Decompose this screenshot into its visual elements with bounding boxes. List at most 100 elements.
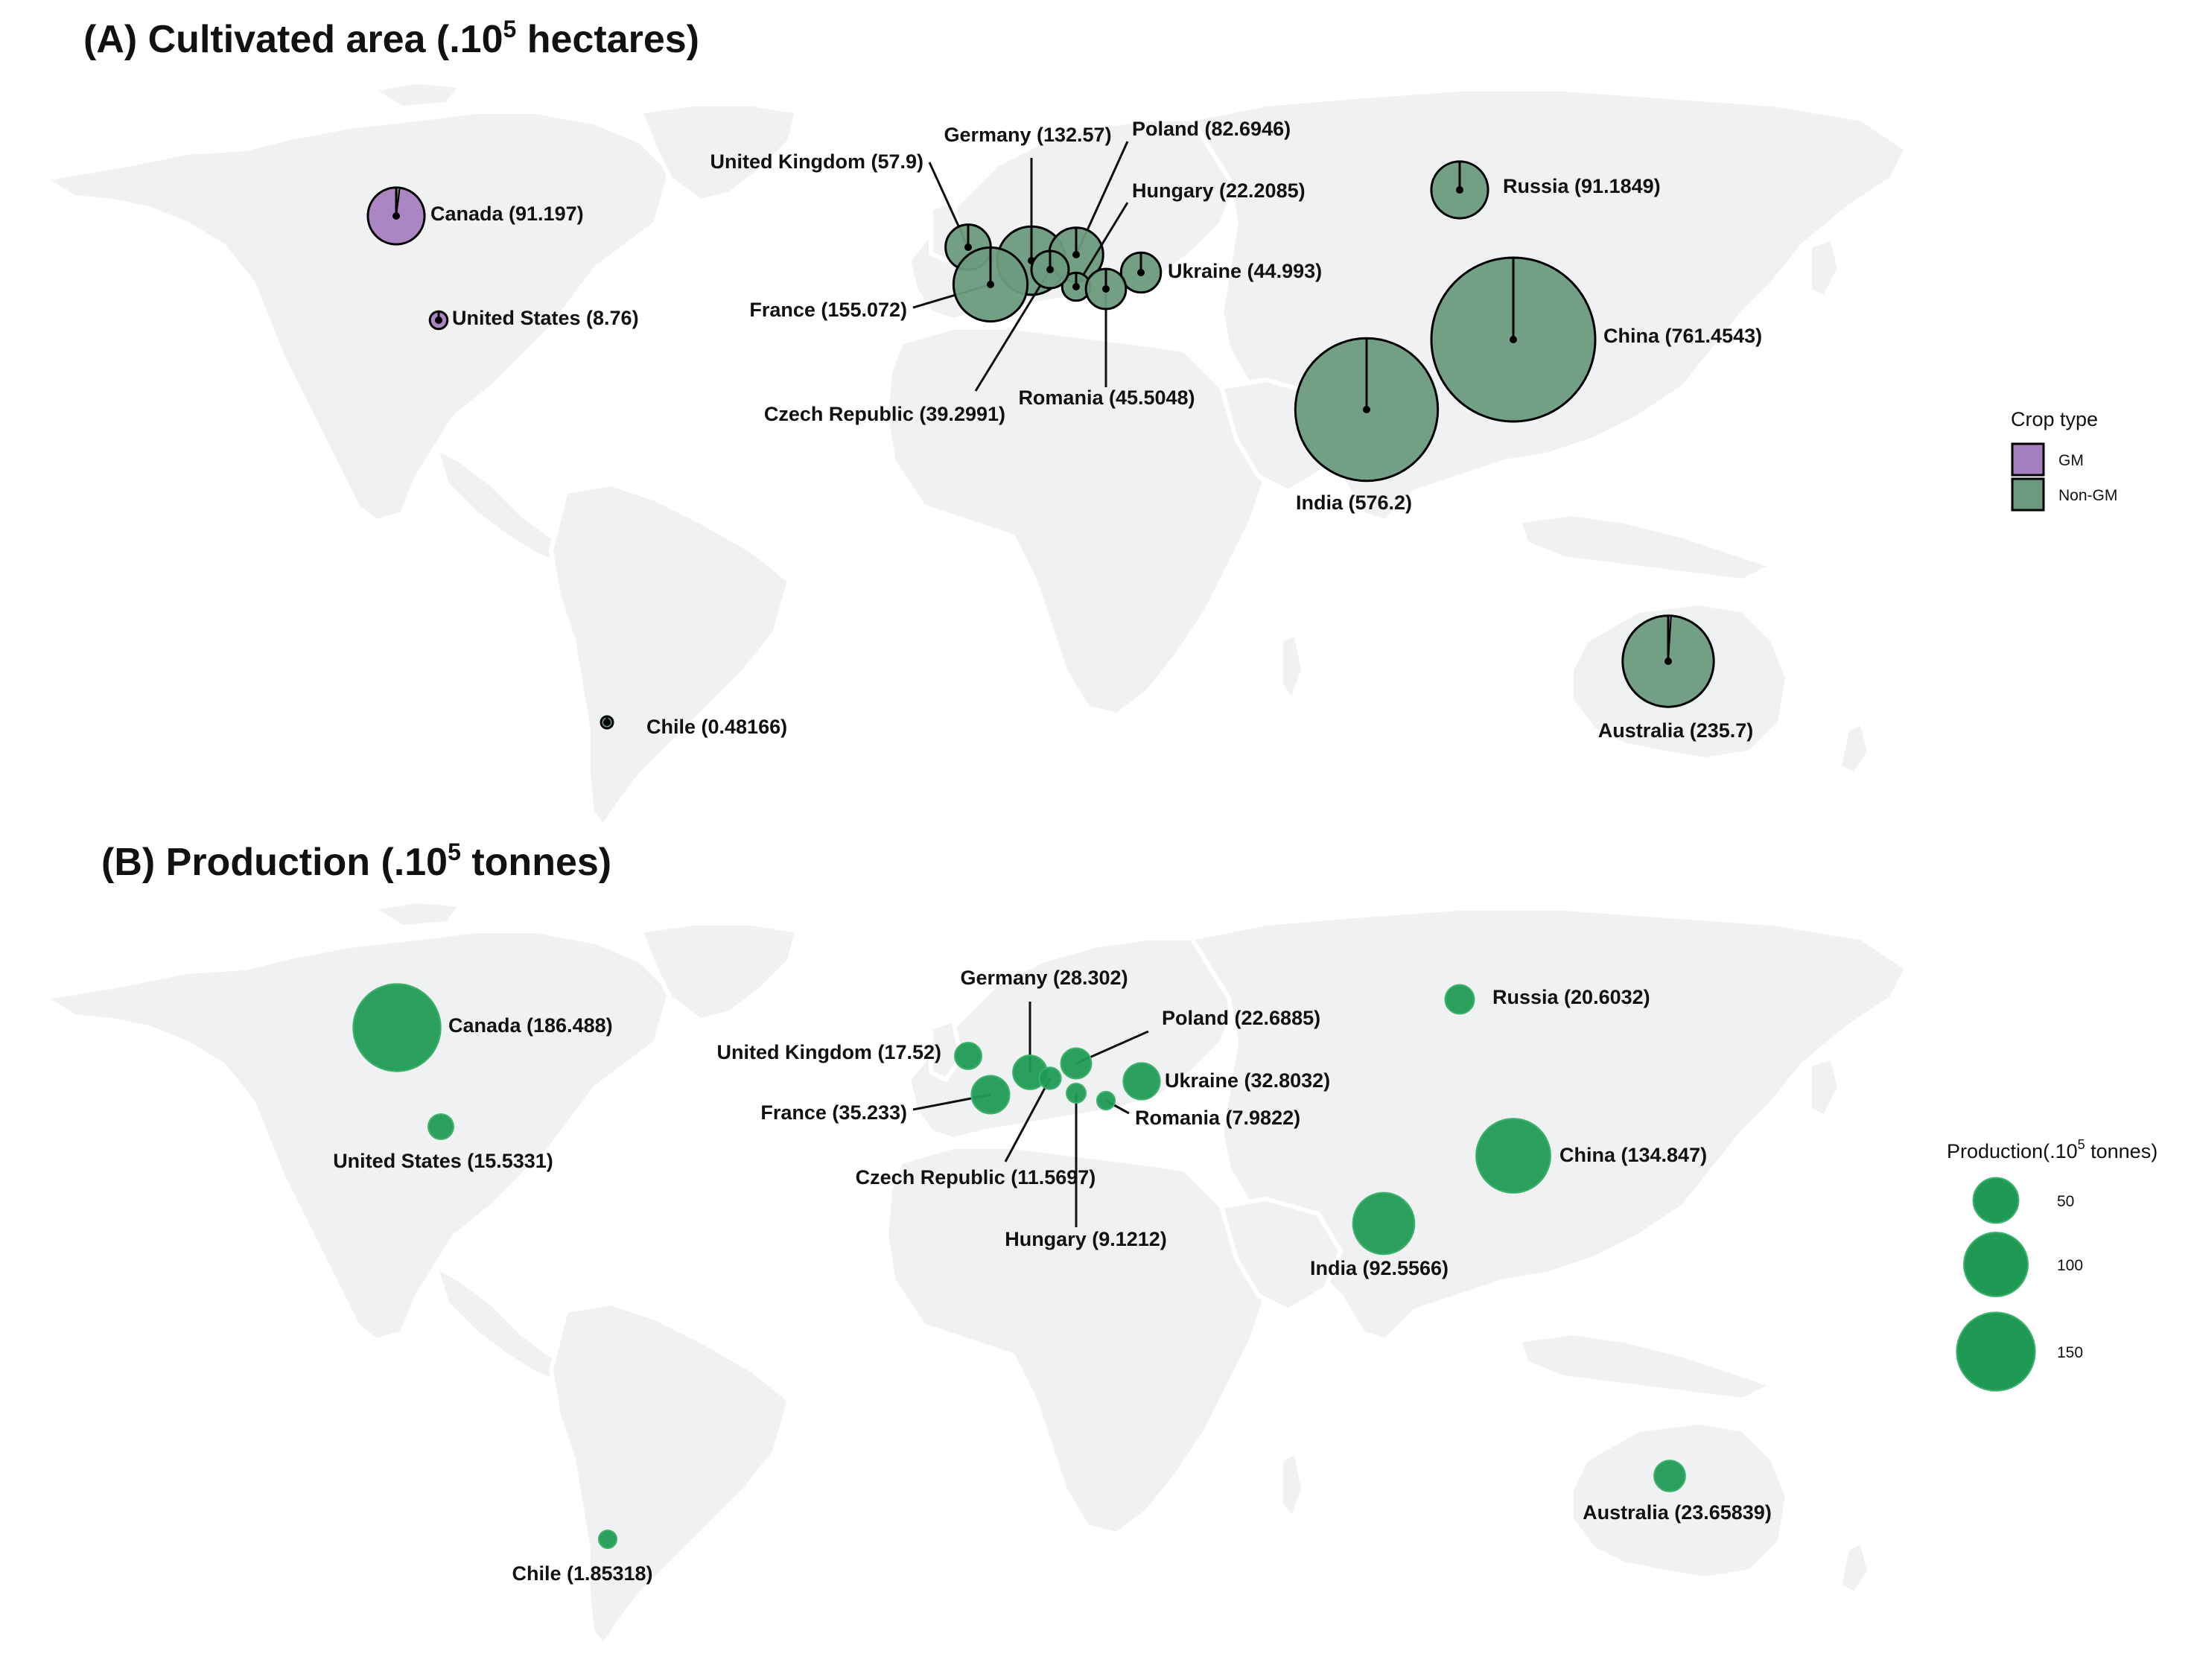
label-ukraine: Ukraine (44.993) — [1168, 260, 1322, 282]
pie-center-india — [1363, 406, 1370, 413]
bubble-circle-chile — [598, 1530, 617, 1549]
label-united-states: United States (8.76) — [452, 307, 639, 329]
legend-production-circle — [1956, 1311, 2036, 1392]
land-mass — [1219, 1197, 1343, 1313]
label-hungary: Hungary (22.2085) — [1132, 179, 1306, 202]
pie-united-kingdom: United Kingdom (57.9) — [710, 150, 992, 271]
legend-production-circle — [1963, 1232, 2029, 1297]
legend-production-label: 100 — [2057, 1257, 2083, 1274]
label-united-kingdom: United Kingdom (57.9) — [710, 150, 923, 173]
leader-line-hungary — [1075, 202, 1129, 287]
bubble-poland: Poland (22.6885) — [1060, 1007, 1320, 1080]
pie-canada: Canada (91.197) — [366, 186, 584, 246]
pie-center-canada — [392, 212, 400, 220]
pie-center-united-states — [435, 316, 442, 324]
bubble-circle-romania — [1096, 1090, 1116, 1111]
bubble-circle-india — [1352, 1191, 1416, 1256]
label-china: China (761.4543) — [1603, 325, 1762, 347]
land-mass — [370, 899, 464, 929]
land-mass — [638, 921, 799, 1022]
pie-india: India (576.2) — [1294, 337, 1440, 514]
bubble-circle-czech-republic — [1038, 1066, 1062, 1090]
bubble-united-states: United States (15.5331) — [333, 1113, 553, 1172]
land-mass — [42, 109, 672, 524]
bubble-czech-republic: Czech Republic (11.5697) — [856, 1066, 1096, 1189]
pie-france: France (155.072) — [749, 246, 1029, 323]
bubble-india: India (92.5566) — [1310, 1191, 1449, 1279]
bubble-circle-russia — [1444, 984, 1475, 1015]
label-b-hungary: Hungary (9.1212) — [1005, 1228, 1167, 1250]
label-b-chile: Chile (1.85318) — [512, 1562, 652, 1585]
pie-australia: Australia (235.7) — [1598, 614, 1754, 742]
legend-production-circle — [1972, 1177, 2020, 1224]
pie-center-china — [1510, 336, 1517, 343]
label-b-russia: Russia (20.6032) — [1492, 986, 1650, 1008]
pie-layer: Canada (91.197) United States (8.76) Unite… — [366, 118, 1762, 742]
bubble-france: France (35.233) — [760, 1075, 1011, 1124]
label-germany: Germany (132.57) — [944, 124, 1111, 146]
pie-center-czech-republic — [1046, 266, 1054, 273]
legend-swatch-non-gm — [2011, 477, 2045, 512]
pie-china: China (761.4543) — [1430, 256, 1762, 423]
bubble-canada: Canada (186.488) — [352, 983, 613, 1072]
legend-production-label: 50 — [2057, 1193, 2074, 1210]
bubble-russia: Russia (20.6032) — [1444, 984, 1650, 1015]
legend-crop-type: Crop type GM Non-GM — [2011, 408, 2117, 512]
label-poland: Poland (82.6946) — [1132, 118, 1291, 140]
label-b-czech-republic: Czech Republic (11.5697) — [856, 1166, 1096, 1189]
pie-united-states: United States (8.76) — [428, 307, 639, 331]
pie-center-russia — [1456, 186, 1463, 194]
bubble-circle-united-kingdom — [954, 1042, 982, 1070]
bubble-australia: Australia (23.65839) — [1583, 1460, 1772, 1524]
pie-chile: Chile (0.48166) — [600, 715, 787, 738]
bubble-ukraine: Ukraine (32.8032) — [1122, 1062, 1330, 1101]
label-b-romania: Romania (7.9822) — [1135, 1107, 1300, 1129]
land-mass — [929, 1018, 963, 1082]
land-mass — [42, 929, 672, 1343]
land-mass — [884, 325, 1268, 717]
legend-production: Production(.105 tonnes) 50 100 150 — [1947, 1137, 2158, 1392]
land-mass — [1517, 512, 1775, 583]
world-map-b — [42, 899, 1909, 1648]
land-mass — [549, 1301, 792, 1648]
land-mass — [1807, 1055, 1842, 1119]
land-mass — [370, 80, 464, 110]
pie-center-australia — [1664, 658, 1672, 665]
bubble-china: China (134.847) — [1475, 1118, 1707, 1194]
bubble-circle-ukraine — [1122, 1062, 1161, 1101]
label-b-united-kingdom: United Kingdom (17.52) — [716, 1041, 941, 1063]
pie-czech-republic: Czech Republic (39.2991) — [764, 249, 1070, 425]
label-b-united-states: United States (15.5331) — [333, 1150, 553, 1172]
land-mass — [884, 1145, 1268, 1536]
bubble-layer: Canada (186.488) United States (15.5331) U… — [333, 967, 1772, 1585]
pie-center-ukraine — [1137, 269, 1145, 276]
land-mass — [1279, 631, 1306, 702]
panel-a-title: (A) Cultivated area (.105 hectares) — [83, 16, 699, 61]
leader-line-czech-republic — [974, 269, 1052, 392]
legend-production-item-150: 150 — [1956, 1311, 2083, 1392]
legend-production-label: 150 — [2057, 1344, 2083, 1361]
label-india: India (576.2) — [1296, 491, 1412, 514]
legend-production-item-100: 100 — [1963, 1232, 2083, 1297]
land-mass — [1569, 1420, 1790, 1581]
bubble-circle-china — [1475, 1118, 1551, 1194]
label-australia: Australia (235.7) — [1598, 719, 1754, 742]
bubble-circle-australia — [1653, 1460, 1686, 1492]
bubble-germany: Germany (28.302) — [960, 967, 1128, 1090]
leader-line-b-czech-republic — [1004, 1078, 1052, 1162]
legend-crop-type-title: Crop type — [2011, 408, 2098, 430]
label-romania: Romania (45.5048) — [1018, 386, 1195, 409]
pie-russia: Russia (91.1849) — [1430, 160, 1661, 220]
legend-production-title: Production(.105 tonnes) — [1947, 1137, 2158, 1162]
panel-b-title: (B) Production (.105 tonnes) — [101, 839, 611, 884]
label-chile: Chile (0.48166) — [646, 716, 787, 738]
label-b-india: India (92.5566) — [1310, 1257, 1449, 1279]
bubble-circle-united-states — [427, 1113, 454, 1140]
legend-production-items: 50 100 150 — [1956, 1177, 2083, 1392]
land-mass — [638, 102, 799, 203]
pie-center-romania — [1102, 285, 1110, 293]
bubble-circle-hungary — [1066, 1083, 1087, 1104]
bubble-circle-france — [970, 1075, 1011, 1115]
label-b-australia: Australia (23.65839) — [1583, 1501, 1772, 1524]
